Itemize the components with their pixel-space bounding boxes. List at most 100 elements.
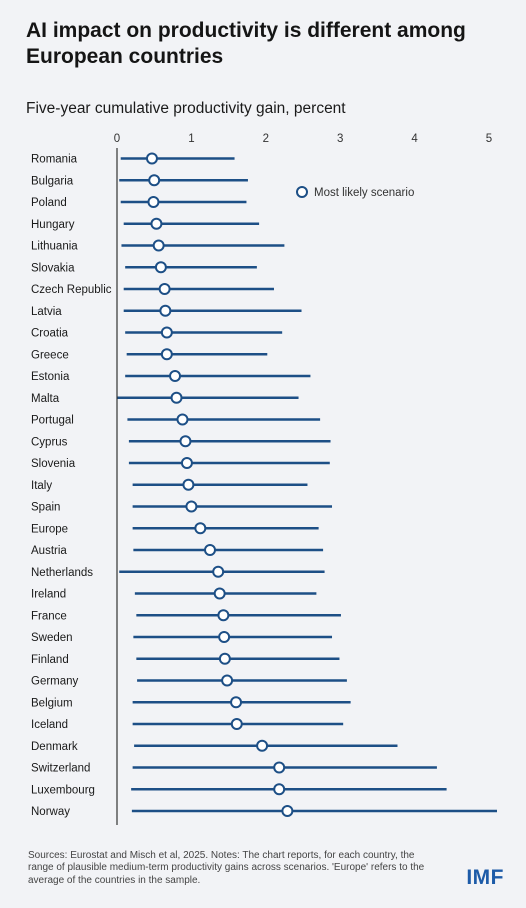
country-label: Poland	[31, 197, 67, 209]
country-label: Belgium	[31, 697, 73, 709]
country-label: Hungary	[31, 219, 75, 231]
x-tick-label: 2	[263, 133, 269, 145]
chart-row: Netherlands	[31, 565, 325, 579]
chart-row: Estonia	[31, 370, 311, 383]
chart-row: Finland	[31, 652, 340, 666]
chart-row: Switzerland	[31, 761, 437, 775]
x-tick-label: 0	[114, 133, 120, 145]
chart-row: Spain	[31, 500, 333, 514]
chart-row: Germany	[31, 674, 347, 688]
x-tick-label: 3	[337, 133, 343, 145]
country-label: Greece	[31, 349, 69, 361]
country-label: Finland	[31, 654, 69, 666]
chart-row: Malta	[31, 391, 299, 405]
chart-legend: Most likely scenario	[296, 186, 414, 199]
likely-marker	[217, 609, 230, 622]
chart-row: Greece	[31, 348, 268, 361]
likely-marker	[218, 631, 231, 643]
likely-marker	[281, 805, 294, 817]
likely-marker	[180, 457, 193, 469]
likely-marker	[179, 435, 192, 448]
chart-row: Lithuania	[31, 239, 285, 253]
country-label: Iceland	[31, 719, 68, 731]
likely-marker	[230, 696, 243, 709]
chart-row: Iceland	[31, 718, 344, 731]
x-tick-label: 5	[486, 133, 492, 145]
likely-marker	[182, 478, 195, 491]
legend-marker	[296, 186, 308, 198]
country-label: Germany	[31, 676, 79, 688]
chart-row: Ireland	[31, 587, 317, 601]
chart-row: Europe	[31, 522, 319, 535]
chart-row: Austria	[31, 544, 324, 557]
country-label: Slovakia	[31, 262, 75, 274]
country-label: Spain	[31, 502, 60, 514]
imf-logo: IMF	[466, 866, 504, 889]
likely-marker	[204, 544, 216, 556]
country-label: Cyprus	[31, 436, 68, 448]
chart-row: Portugal	[31, 413, 321, 427]
likely-marker	[194, 522, 207, 535]
chart-row: Slovakia	[31, 261, 257, 274]
country-label: Denmark	[31, 741, 78, 753]
legend-label: Most likely scenario	[314, 187, 414, 199]
likely-marker	[169, 370, 182, 382]
country-label: Slovenia	[31, 458, 76, 470]
country-label: Malta	[31, 393, 60, 405]
country-label: Austria	[31, 545, 67, 557]
chart-row: Luxembourg	[31, 783, 447, 796]
chart-row: France	[31, 609, 341, 622]
country-label: Bulgaria	[31, 175, 74, 187]
chart-row: Cyprus	[31, 435, 331, 448]
chart-row: Romania	[31, 152, 235, 166]
likely-marker	[176, 413, 189, 426]
chart-subtitle: Five-year cumulative productivity gain, …	[26, 100, 346, 117]
chart-row: Italy	[31, 478, 308, 492]
likely-marker	[218, 652, 231, 665]
chart-row: Sweden	[31, 631, 333, 644]
likely-marker	[213, 587, 226, 600]
chart-row: Slovenia	[31, 457, 330, 470]
likely-marker	[159, 304, 172, 317]
country-label: Croatia	[31, 328, 69, 340]
likely-marker	[185, 500, 198, 513]
chart-row: Poland	[31, 196, 247, 209]
likely-marker	[145, 152, 158, 165]
chart-footnote: Sources: Eurostat and Misch et al, 2025.…	[28, 850, 425, 886]
country-label: Estonia	[31, 371, 70, 383]
chart-row: Hungary	[31, 217, 260, 231]
chart-row: Norway	[31, 805, 497, 818]
country-label: France	[31, 610, 67, 622]
country-label: Switzerland	[31, 763, 90, 775]
country-label: Latvia	[31, 306, 62, 318]
likely-marker	[152, 239, 165, 252]
chart-row: Czech Republic	[31, 283, 274, 296]
likely-marker	[160, 326, 173, 339]
likely-marker	[212, 565, 225, 578]
country-label: Luxembourg	[31, 784, 95, 796]
likely-marker	[273, 761, 286, 774]
country-label: Europe	[31, 523, 68, 535]
country-label: Czech Republic	[31, 284, 112, 296]
likely-marker	[221, 674, 234, 687]
likely-marker	[230, 718, 243, 730]
likely-marker	[154, 261, 167, 274]
likely-marker	[158, 283, 171, 295]
likely-marker	[147, 196, 160, 208]
chart-title: AI impact on productivity is different a…	[26, 19, 466, 68]
chart-row: Denmark	[31, 739, 398, 753]
country-label: Lithuania	[31, 241, 78, 253]
country-label: Portugal	[31, 415, 74, 427]
country-label: Norway	[31, 806, 70, 818]
likely-marker	[148, 174, 161, 187]
likely-marker	[150, 217, 163, 230]
country-label: Romania	[31, 154, 78, 166]
country-label: Sweden	[31, 632, 73, 644]
country-label: Ireland	[31, 589, 66, 601]
x-tick-label: 4	[411, 133, 418, 145]
range-dot-chart: 0 1 2 3 4 5 Romania Bulgaria Poland Hungary Lithu…	[31, 133, 497, 825]
chart-row: Latvia	[31, 304, 302, 318]
country-label: Italy	[31, 480, 52, 492]
country-label: Netherlands	[31, 567, 93, 579]
x-axis-ticks: 0 1 2 3 4 5	[114, 133, 492, 145]
